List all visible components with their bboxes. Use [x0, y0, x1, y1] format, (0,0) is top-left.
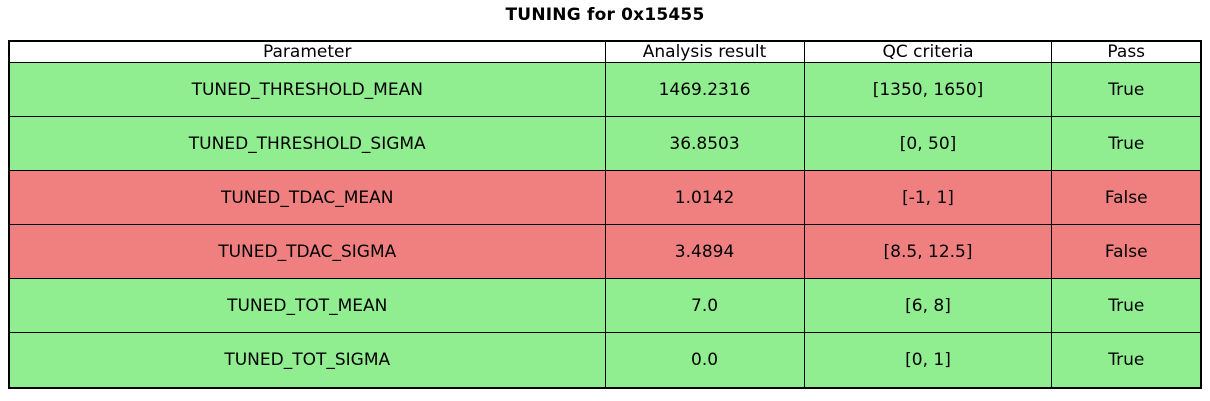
qc-criteria-cell: [1350, 1650] — [803, 61, 1053, 118]
analysis-result-cell: 0.0 — [604, 332, 805, 389]
analysis-result-cell: 3.4894 — [604, 224, 805, 280]
pass-cell: True — [1051, 116, 1202, 172]
table-row: TUNED_THRESHOLD_MEAN 1469.2316 [1350, 1650… — [8, 61, 1202, 118]
page-title: TUNING for 0x15455 — [505, 5, 705, 25]
parameter-cell: TUNED_TOT_MEAN — [8, 278, 606, 334]
analysis-result-cell: 7.0 — [604, 278, 805, 334]
qc-criteria-cell: [0, 50] — [803, 116, 1053, 172]
table-header: Parameter Analysis result QC criteria Pa… — [8, 40, 1202, 63]
analysis-result-cell: 1.0142 — [604, 170, 805, 226]
qc-criteria-cell: [6, 8] — [803, 278, 1053, 334]
analysis-result-cell: 1469.2316 — [604, 61, 805, 118]
pass-cell: True — [1051, 278, 1202, 334]
table-body: TUNED_THRESHOLD_MEAN 1469.2316 [1350, 1650… — [8, 61, 1202, 389]
column-header-pass: Pass — [1051, 40, 1202, 63]
analysis-result-cell: 36.8503 — [604, 116, 805, 172]
qc-criteria-cell: [8.5, 12.5] — [803, 224, 1053, 280]
table-row: TUNED_THRESHOLD_SIGMA 36.8503 [0, 50] True — [8, 116, 1202, 172]
parameter-cell: TUNED_TOT_SIGMA — [8, 332, 606, 389]
table-row: TUNED_TOT_SIGMA 0.0 [0, 1] True — [8, 332, 1202, 389]
qc-criteria-cell: [0, 1] — [803, 332, 1053, 389]
column-header-analysis-result: Analysis result — [604, 40, 805, 63]
table-row: TUNED_TDAC_MEAN 1.0142 [-1, 1] False — [8, 170, 1202, 226]
pass-cell: False — [1051, 224, 1202, 280]
qc-criteria-cell: [-1, 1] — [803, 170, 1053, 226]
pass-cell: True — [1051, 332, 1202, 389]
pass-cell: True — [1051, 61, 1202, 118]
parameter-cell: TUNED_THRESHOLD_SIGMA — [8, 116, 606, 172]
parameter-cell: TUNED_TDAC_MEAN — [8, 170, 606, 226]
header-row: Parameter Analysis result QC criteria Pa… — [8, 40, 1202, 63]
column-header-parameter: Parameter — [8, 40, 606, 63]
parameter-cell: TUNED_TDAC_SIGMA — [8, 224, 606, 280]
parameter-cell: TUNED_THRESHOLD_MEAN — [8, 61, 606, 118]
table-row: TUNED_TOT_MEAN 7.0 [6, 8] True — [8, 278, 1202, 334]
pass-cell: False — [1051, 170, 1202, 226]
table-row: TUNED_TDAC_SIGMA 3.4894 [8.5, 12.5] False — [8, 224, 1202, 280]
column-header-qc-criteria: QC criteria — [803, 40, 1053, 63]
qc-results-table: Parameter Analysis result QC criteria Pa… — [8, 40, 1202, 389]
